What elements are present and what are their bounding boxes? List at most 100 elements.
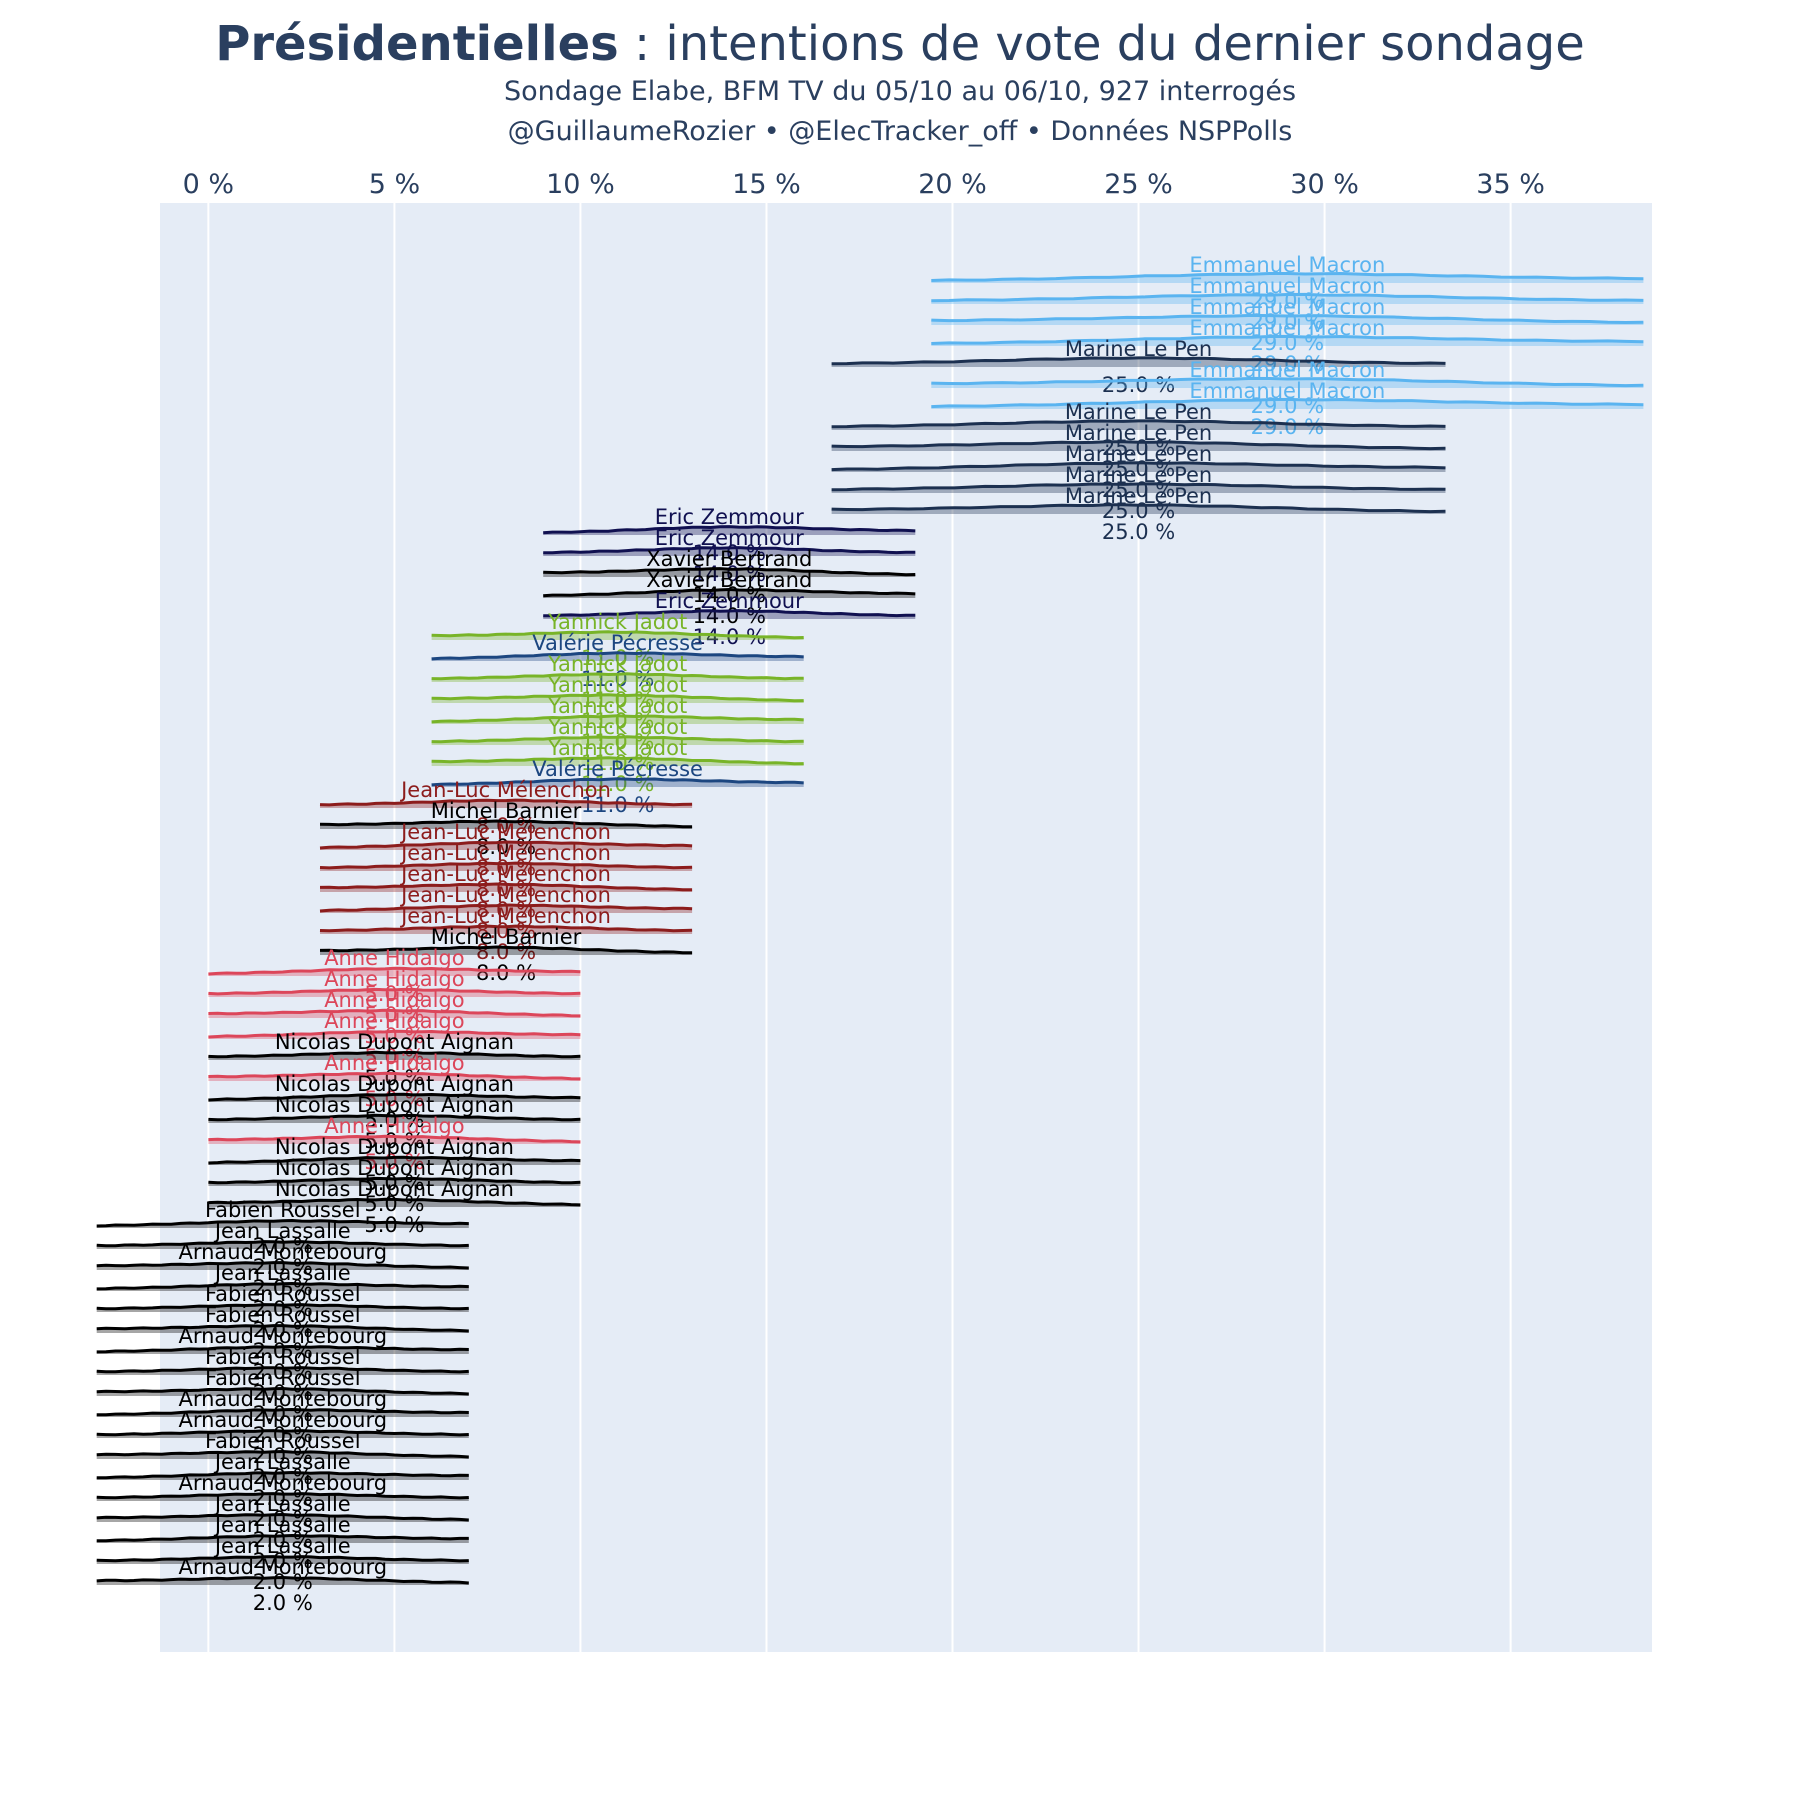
ridge-name-label: Fabien Roussel — [205, 1303, 361, 1327]
ridge-name-label: Jean-Luc Mélenchon — [399, 904, 611, 928]
ridge-group: Jean Lassalle2.0 % — [96, 1513, 469, 1573]
ridge-group: Eric Zemmour14.0 % — [543, 589, 916, 649]
ridge-name-label: Emmanuel Macron — [1189, 316, 1385, 340]
ridge-fill — [831, 357, 1446, 367]
ridge-fill — [96, 1430, 469, 1438]
ridge-value-label: 2.0 % — [253, 1444, 313, 1468]
ridge-fill — [96, 1346, 469, 1354]
ridge-line — [208, 1050, 581, 1059]
ridge-name-label: Jean-Luc Mélenchon — [399, 841, 611, 865]
ridge-fill — [320, 905, 693, 913]
ridge-value-label: 5.0 % — [364, 1171, 424, 1195]
ridge-value-label: 14.0 % — [693, 604, 766, 628]
ridge-fill — [96, 1451, 469, 1459]
ridge-group: Yannick Jadot11.0 % — [431, 673, 804, 733]
ridge-line — [96, 1407, 469, 1417]
ridge-line — [96, 1324, 469, 1333]
ridge-value-label: 25.0 % — [1102, 436, 1175, 460]
ridge-group: Valérie Pécresse11.0 % — [431, 757, 804, 817]
ridge-value-label: 5.0 % — [364, 982, 424, 1006]
x-tick-label: 10 % — [546, 169, 615, 200]
ridge-name-label: Marine Le Pen — [1065, 400, 1212, 424]
ridge-value-label: 8.0 % — [476, 877, 536, 901]
ridge-fill — [320, 926, 693, 934]
ridge-group: Jean-Luc Mélenchon8.0 % — [319, 778, 693, 838]
ridge-name-label: Marine Le Pen — [1065, 421, 1212, 445]
ridge-name-label: Nicolas Dupont Aignan — [275, 1177, 514, 1201]
ridge-line — [96, 1533, 469, 1543]
ridge-fill — [431, 757, 804, 766]
ridge-group: Jean-Luc Mélenchon8.0 % — [319, 820, 693, 880]
ridge-line — [431, 714, 804, 724]
ridge-line — [831, 419, 1446, 429]
ridge-line — [831, 503, 1446, 514]
ridge-fill — [96, 1325, 469, 1333]
ridge-line — [543, 609, 916, 618]
ridge-value-label: 8.0 % — [476, 961, 536, 985]
ridge-group: Jean Lassalle2.0 % — [96, 1261, 469, 1321]
ridge-line — [208, 987, 581, 996]
ridge-fill — [208, 1136, 581, 1144]
ridge-line — [96, 1429, 469, 1437]
ridge-name-label: Valérie Pécresse — [532, 631, 703, 655]
ridge-value-label: 2.0 % — [253, 1402, 313, 1426]
ridge-group: Anne Hidalgo5.0 % — [208, 1114, 581, 1174]
ridge-group: Yannick Jadot11.0 % — [431, 652, 804, 712]
x-tick-label: 0 % — [183, 169, 234, 200]
ridge-value-label: 5.0 % — [364, 1024, 424, 1048]
ridge-line — [319, 840, 693, 850]
ridge-fill — [208, 1115, 581, 1123]
ridge-group: Eric Zemmour14.0 % — [543, 505, 916, 565]
ridge-group: Jean-Luc Mélenchon8.0 % — [319, 883, 693, 943]
ridge-fill — [96, 1409, 469, 1417]
ridge-name-label: Arnaud Montebourg — [178, 1471, 387, 1495]
ridge-line — [431, 777, 804, 787]
ridge-line — [96, 1281, 469, 1291]
ridge-name-label: Eric Zemmour — [655, 589, 804, 613]
ridge-name-label: Yannick Jadot — [547, 736, 687, 760]
ridge-value-label: 2.0 % — [253, 1381, 313, 1405]
ridge-group: Valérie Pécresse11.0 % — [431, 631, 804, 691]
ridge-line — [543, 546, 916, 555]
ridge-name-label: Emmanuel Macron — [1189, 358, 1385, 382]
ridge-value-label: 2.0 % — [253, 1528, 313, 1552]
ridge-group: Nicolas Dupont Aignan5.0 % — [208, 1135, 581, 1195]
ridge-line — [319, 798, 693, 807]
ridge-fill — [543, 589, 916, 598]
x-tick-label: 20 % — [918, 169, 987, 200]
ridge-value-label: 2.0 % — [253, 1360, 313, 1384]
ridge-fill — [96, 1472, 469, 1480]
ridge-name-label: Arnaud Montebourg — [178, 1240, 387, 1264]
ridge-name-label: Michel Barnier — [431, 925, 582, 949]
ridge-name-label: Nicolas Dupont Aignan — [275, 1072, 514, 1096]
ridge-name-label: Nicolas Dupont Aignan — [275, 1093, 514, 1117]
ridge-name-label: Anne Hidalgo — [324, 967, 464, 991]
ridge-line — [431, 693, 804, 703]
ridge-name-label: Marine Le Pen — [1065, 337, 1212, 361]
ridge-name-label: Fabien Roussel — [205, 1429, 361, 1453]
ridge-fill — [320, 821, 693, 829]
ridge-group: Nicolas Dupont Aignan5.0 % — [208, 1072, 581, 1132]
ridge-value-label: 2.0 % — [253, 1276, 313, 1300]
ridge-line — [831, 461, 1446, 472]
ridge-line — [96, 1366, 469, 1374]
ridge-value-label: 2.0 % — [253, 1297, 313, 1321]
ridge-group: Emmanuel Macron29.0 % — [931, 358, 1644, 418]
ridge-line — [96, 1575, 469, 1585]
ridge-line — [543, 587, 916, 598]
ridge-value-label: 5.0 % — [364, 1087, 424, 1111]
ridge-value-label: 11.0 % — [581, 772, 654, 796]
ridge-value-label: 5.0 % — [364, 1213, 424, 1237]
ridge-value-label: 5.0 % — [364, 1045, 424, 1069]
ridge-name-label: Jean Lassalle — [213, 1219, 351, 1243]
ridge-name-label: Valérie Pécresse — [532, 757, 703, 781]
ridge-group: Anne Hidalgo5.0 % — [208, 1051, 581, 1111]
ridge-value-label: 25.0 % — [1102, 520, 1175, 544]
ridge-line — [208, 1029, 581, 1039]
